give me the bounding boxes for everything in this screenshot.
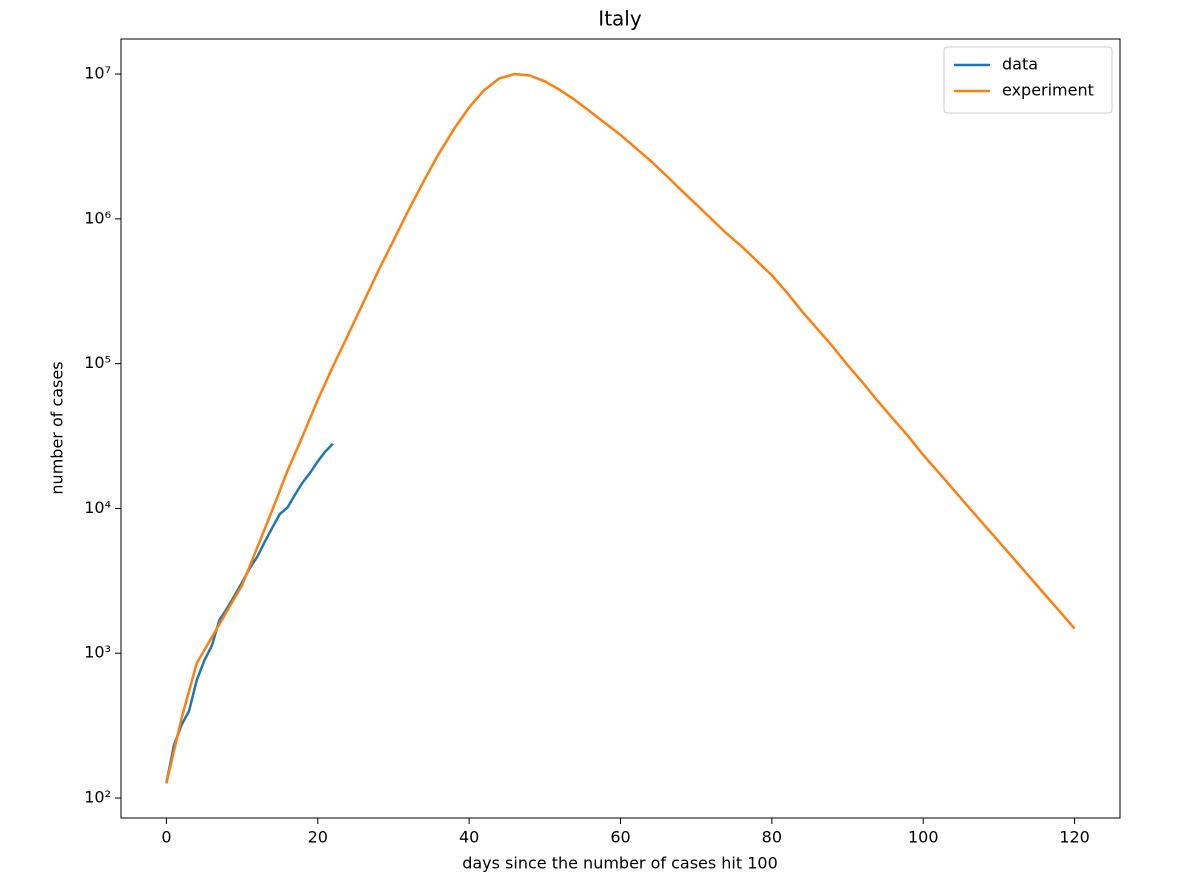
x-tick-label: 100: [908, 828, 939, 847]
line: [165, 72, 1076, 784]
legend-label: data: [1002, 55, 1038, 74]
y-axis-label: number of cases: [48, 361, 67, 494]
y-tick-label: 10³: [84, 643, 111, 662]
y-tick-label: 10²: [84, 788, 111, 807]
axes-frame: [120, 38, 1121, 819]
legend-label: experiment: [1002, 81, 1094, 100]
x-axis-label: days since the number of cases hit 100: [462, 854, 778, 873]
x-tick-label: 60: [610, 828, 630, 847]
legend-box: [943, 46, 1113, 114]
x-tick-label: 20: [308, 828, 328, 847]
legend: data experiment: [943, 46, 1113, 114]
x-tick-label: 40: [459, 828, 479, 847]
y-tick-label: 10⁶: [84, 208, 111, 227]
x-tick-label: 80: [762, 828, 782, 847]
y-tick-label: 10⁷: [84, 64, 111, 83]
x-tick-label: 120: [1059, 828, 1090, 847]
y-tick-label: 10⁴: [84, 498, 111, 517]
x-tick-label: 0: [161, 828, 171, 847]
y-tick-label: 10⁵: [84, 353, 111, 372]
chart-title: Italy: [598, 7, 642, 31]
